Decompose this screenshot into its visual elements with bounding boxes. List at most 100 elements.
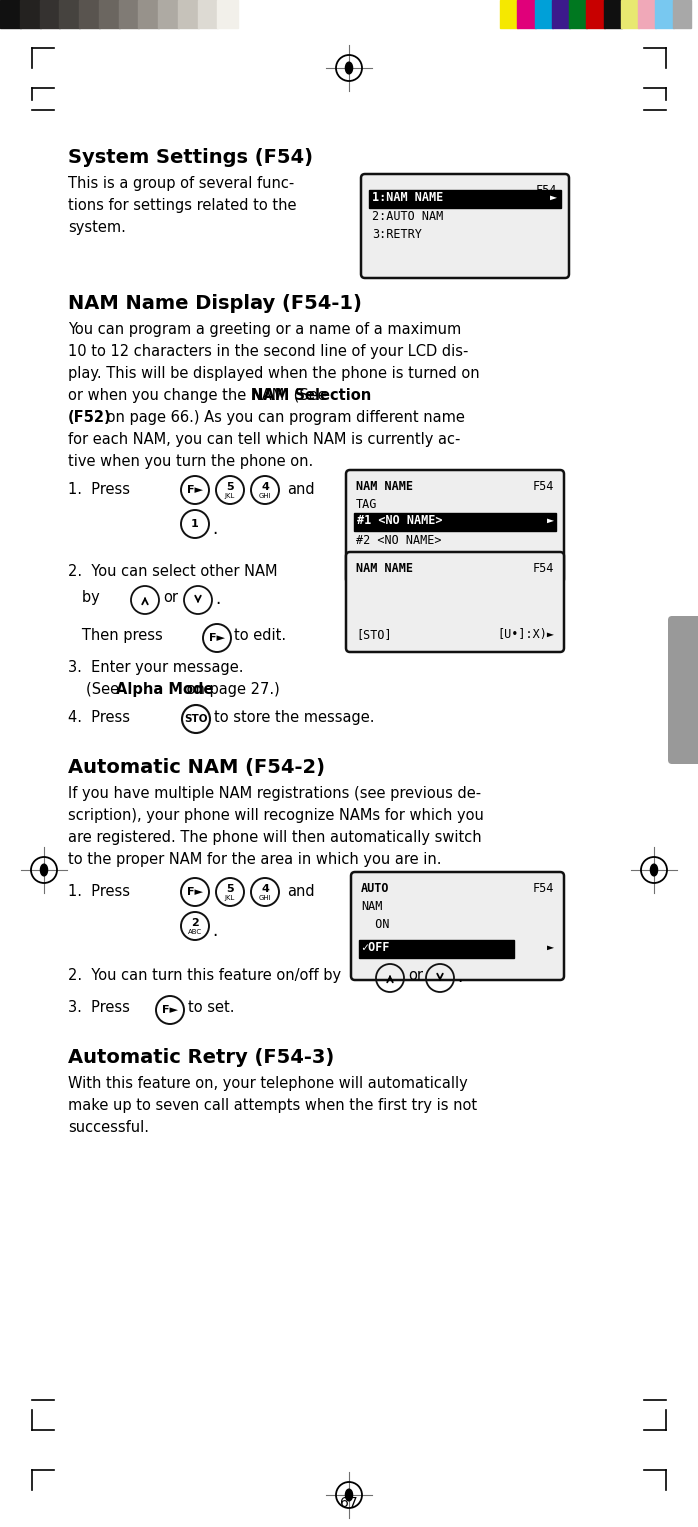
- Text: Automatic Retry (F54-3): Automatic Retry (F54-3): [68, 1048, 334, 1067]
- Text: ►: ►: [550, 191, 557, 205]
- Text: 1:NAM NAME: 1:NAM NAME: [372, 191, 443, 205]
- Text: F54: F54: [533, 479, 554, 493]
- Text: If you have multiple NAM registrations (see previous de-: If you have multiple NAM registrations (…: [68, 786, 481, 802]
- Text: 1: 1: [191, 519, 199, 528]
- Text: GHI: GHI: [259, 895, 272, 901]
- Text: .: .: [457, 968, 462, 986]
- FancyBboxPatch shape: [351, 872, 564, 980]
- Text: You can program a greeting or a name of a maximum: You can program a greeting or a name of …: [68, 322, 461, 337]
- Text: and: and: [287, 483, 315, 496]
- Ellipse shape: [40, 864, 47, 876]
- Bar: [359, 941, 514, 957]
- Text: make up to seven call attempts when the first try is not: make up to seven call attempts when the …: [68, 1098, 477, 1113]
- Text: 5: 5: [226, 884, 234, 893]
- Bar: [517, 0, 535, 27]
- Ellipse shape: [651, 864, 658, 876]
- Text: ABC: ABC: [188, 928, 202, 935]
- Text: F54: F54: [533, 562, 554, 576]
- Bar: [158, 0, 179, 27]
- Text: for each NAM, you can tell which NAM is currently ac-: for each NAM, you can tell which NAM is …: [68, 432, 461, 447]
- Bar: [586, 0, 604, 27]
- Text: NAM: NAM: [361, 899, 383, 913]
- Text: play. This will be displayed when the phone is turned on: play. This will be displayed when the ph…: [68, 366, 480, 382]
- Bar: [79, 0, 100, 27]
- Text: F►: F►: [187, 486, 203, 495]
- Text: to set.: to set.: [188, 1000, 235, 1015]
- Text: #2 <NO NAME>: #2 <NO NAME>: [356, 534, 442, 547]
- Text: or: or: [408, 968, 423, 983]
- FancyBboxPatch shape: [668, 615, 698, 764]
- Text: F54: F54: [535, 183, 557, 197]
- Text: 1.  Press: 1. Press: [68, 884, 130, 899]
- Text: 1.  Press: 1. Press: [68, 483, 130, 496]
- Bar: [178, 0, 198, 27]
- Text: TAG: TAG: [356, 498, 378, 512]
- Bar: [217, 0, 238, 27]
- Bar: [40, 0, 60, 27]
- Text: or when you change the NAM. (See: or when you change the NAM. (See: [68, 388, 332, 403]
- FancyBboxPatch shape: [361, 174, 569, 278]
- Text: tive when you turn the phone on.: tive when you turn the phone on.: [68, 454, 313, 469]
- Text: STO: STO: [184, 715, 208, 724]
- Text: .: .: [215, 589, 221, 608]
- Text: ►: ►: [547, 941, 554, 954]
- Bar: [59, 0, 80, 27]
- Text: to edit.: to edit.: [234, 628, 286, 643]
- Bar: [369, 189, 561, 208]
- Text: ON: ON: [361, 918, 389, 931]
- Text: 3.  Enter your message.: 3. Enter your message.: [68, 660, 244, 675]
- Text: on page 66.) As you can program different name: on page 66.) As you can program differen…: [102, 411, 465, 425]
- Text: are registered. The phone will then automatically switch: are registered. The phone will then auto…: [68, 831, 482, 844]
- Text: 4.  Press: 4. Press: [68, 710, 135, 725]
- Bar: [655, 0, 674, 27]
- Text: 67: 67: [340, 1496, 358, 1510]
- Text: 3:RETRY: 3:RETRY: [372, 228, 422, 241]
- Text: NAM NAME: NAM NAME: [356, 562, 413, 576]
- Text: or: or: [163, 589, 178, 605]
- FancyBboxPatch shape: [346, 551, 564, 652]
- Bar: [569, 0, 587, 27]
- Bar: [119, 0, 139, 27]
- Text: F►: F►: [209, 634, 225, 643]
- Text: AUTO: AUTO: [361, 883, 389, 895]
- Bar: [673, 0, 691, 27]
- Bar: [198, 0, 218, 27]
- Text: [U•]:X)►: [U•]:X)►: [497, 628, 554, 641]
- Text: system.: system.: [68, 220, 126, 235]
- Text: ✓OFF: ✓OFF: [361, 941, 389, 954]
- Text: 4: 4: [261, 483, 269, 492]
- Text: to store the message.: to store the message.: [214, 710, 375, 725]
- Text: JKL: JKL: [225, 895, 235, 901]
- Text: (F52): (F52): [68, 411, 112, 425]
- Text: .: .: [212, 521, 217, 538]
- Text: 10 to 12 characters in the second line of your LCD dis-: 10 to 12 characters in the second line o…: [68, 344, 468, 359]
- Bar: [20, 0, 40, 27]
- Text: 3.  Press: 3. Press: [68, 1000, 130, 1015]
- Bar: [621, 0, 639, 27]
- Bar: [98, 0, 119, 27]
- Text: by: by: [68, 589, 100, 605]
- Text: System Settings (F54): System Settings (F54): [68, 148, 313, 166]
- Bar: [354, 513, 556, 531]
- Text: Automatic NAM (F54-2): Automatic NAM (F54-2): [68, 757, 325, 777]
- Text: NAM Name Display (F54-1): NAM Name Display (F54-1): [68, 295, 362, 313]
- Text: (See: (See: [86, 683, 124, 696]
- Text: With this feature on, your telephone will automatically: With this feature on, your telephone wil…: [68, 1077, 468, 1090]
- Bar: [0, 0, 21, 27]
- Text: scription), your phone will recognize NAMs for which you: scription), your phone will recognize NA…: [68, 808, 484, 823]
- Text: tions for settings related to the: tions for settings related to the: [68, 199, 297, 212]
- Text: 2: 2: [191, 918, 199, 928]
- Text: JKL: JKL: [225, 493, 235, 499]
- Text: successful.: successful.: [68, 1119, 149, 1135]
- Text: 2.  You can turn this feature on/off by: 2. You can turn this feature on/off by: [68, 968, 341, 983]
- Text: 2:AUTO NAM: 2:AUTO NAM: [372, 211, 443, 223]
- Text: 4: 4: [261, 884, 269, 893]
- Bar: [138, 0, 159, 27]
- Text: F►: F►: [162, 1005, 178, 1015]
- Text: .: .: [212, 922, 217, 941]
- Text: ►: ►: [547, 515, 554, 527]
- Bar: [604, 0, 622, 27]
- Text: F►: F►: [187, 887, 203, 896]
- Text: NAM NAME: NAM NAME: [356, 479, 413, 493]
- Ellipse shape: [346, 1489, 352, 1501]
